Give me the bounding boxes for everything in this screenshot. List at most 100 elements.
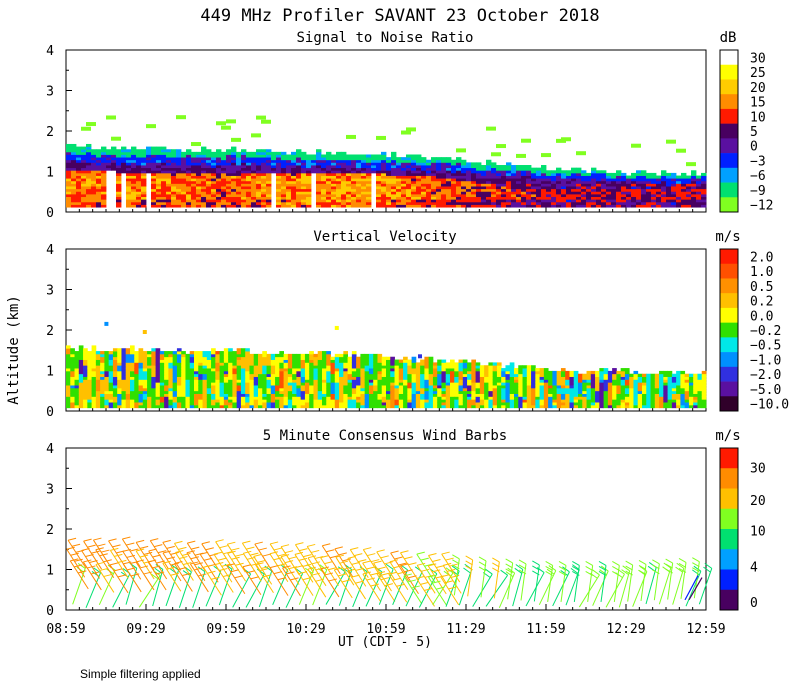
vv-cell — [377, 356, 383, 360]
snr-cell — [201, 178, 207, 182]
snr-cell — [486, 204, 492, 208]
vv-cell — [565, 379, 570, 383]
vv-cell — [66, 390, 71, 394]
vv-cell — [334, 370, 340, 375]
vv-cell — [296, 370, 302, 375]
vv-cell — [130, 365, 135, 369]
snr-cell — [271, 167, 277, 171]
vv-cell — [134, 396, 139, 400]
snr-cell — [136, 186, 142, 190]
snr-cell — [156, 191, 162, 195]
snr-cell — [481, 186, 487, 190]
snr-cell — [116, 183, 122, 187]
vv-cell — [612, 382, 617, 386]
vv-cell — [219, 404, 225, 409]
snr-cell — [246, 188, 252, 192]
vv-cell — [441, 393, 447, 397]
snr-cell — [341, 188, 347, 192]
snr-cell — [96, 170, 102, 174]
snr-cell — [261, 201, 267, 205]
vv-cell — [249, 365, 255, 369]
vv-cell — [339, 356, 344, 360]
vv-cell — [518, 370, 523, 375]
vv-cell — [232, 404, 238, 409]
snr-cell — [221, 159, 227, 163]
vv-cell — [66, 345, 71, 349]
snr-cell — [331, 157, 337, 161]
snr-cell — [96, 151, 102, 155]
vv-cell — [415, 385, 421, 389]
snr-cell — [621, 201, 627, 205]
snr-cell — [591, 178, 597, 182]
vv-cell — [407, 362, 412, 366]
snr-cell — [446, 199, 452, 203]
vv-cell — [266, 396, 272, 400]
vv-cell — [462, 390, 468, 394]
vv-cell — [198, 385, 203, 389]
vv-cell — [66, 376, 71, 380]
y-tick-label: 4 — [46, 442, 54, 457]
snr-cell — [421, 165, 427, 169]
snr-cell — [626, 204, 632, 208]
vv-cell — [198, 353, 203, 358]
vv-cell — [159, 351, 165, 355]
snr-cell — [466, 162, 472, 166]
vv-cell — [253, 387, 259, 392]
vv-cell — [125, 373, 131, 377]
vv-cell — [535, 402, 540, 406]
snr-cell — [66, 199, 72, 203]
vv-cell — [590, 373, 596, 377]
snr-cell — [321, 170, 327, 174]
vv-cell — [275, 385, 280, 389]
vv-cell — [215, 385, 220, 389]
vv-cell — [522, 387, 528, 392]
snr-cell — [416, 162, 422, 166]
vv-cell — [95, 393, 101, 397]
snr-cell — [341, 180, 347, 184]
vv-cell — [595, 370, 600, 375]
vv-cell — [300, 385, 306, 389]
snr-cell — [576, 183, 582, 187]
vv-cell — [185, 399, 191, 403]
vv-cell — [155, 348, 161, 352]
vv-cell — [83, 399, 88, 403]
snr-cell — [71, 167, 77, 171]
snr-cell — [411, 186, 417, 190]
vv-cell — [142, 396, 148, 400]
snr-cell — [176, 183, 182, 187]
vv-cell — [441, 359, 447, 363]
vv-cell — [147, 362, 152, 366]
vv-cell — [539, 393, 545, 397]
vv-cell — [415, 399, 421, 403]
vv-cell — [343, 351, 348, 355]
vv-cell — [424, 385, 430, 389]
snr-cell — [671, 178, 677, 182]
vv-cell — [95, 399, 101, 403]
vv-cell — [211, 385, 216, 389]
vv-cell — [95, 368, 101, 372]
snr-cell — [196, 157, 202, 161]
vv-cell — [219, 382, 225, 386]
snr-cell — [86, 154, 92, 158]
snr-cell — [261, 157, 267, 161]
vv-cell — [287, 393, 293, 397]
snr-cell — [426, 186, 432, 190]
vv-cell — [471, 370, 476, 375]
vv-cell — [552, 399, 558, 403]
vv-cell — [66, 396, 71, 400]
snr-cell — [101, 154, 107, 158]
vv-cell — [441, 402, 447, 406]
vv-cell — [206, 396, 212, 400]
vv-cell — [386, 379, 391, 383]
vv-cell — [343, 353, 348, 358]
vertical_velocity-colorbar-label: 0.0 — [750, 309, 773, 324]
vv-cell — [283, 373, 289, 377]
snr-cell — [421, 199, 427, 203]
snr-cell — [291, 186, 297, 190]
vv-cell — [633, 385, 639, 389]
snr-cell — [536, 204, 542, 208]
vv-cell — [240, 362, 246, 366]
vv-cell — [415, 362, 421, 366]
vv-cell — [198, 390, 203, 394]
snr-cell — [331, 201, 337, 205]
